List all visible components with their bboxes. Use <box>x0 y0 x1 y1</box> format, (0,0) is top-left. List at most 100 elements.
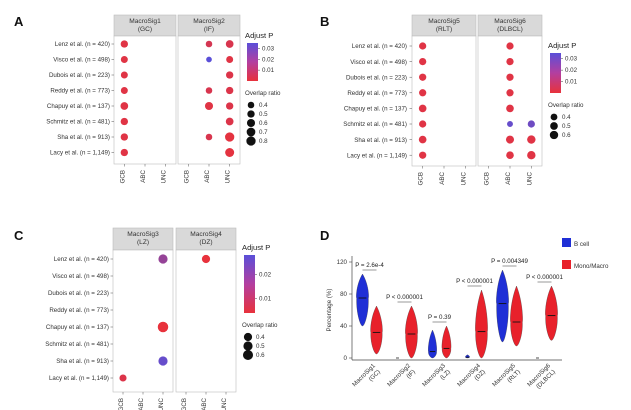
facet-title: MacroSig6 <box>494 18 526 25</box>
dataset-label: Lacy et al. (n = 1,149) <box>50 150 110 157</box>
group-label: GCB <box>119 170 126 183</box>
size-legend-title: Overlap ratio <box>242 322 278 329</box>
data-point <box>419 73 427 81</box>
dataset-label: Schmitz et al. (n = 481) <box>45 341 109 348</box>
data-point <box>158 356 168 366</box>
facet-title: MacroSig4 <box>190 231 222 238</box>
dataset-label: Chapuy et al. (n = 137) <box>344 106 407 113</box>
panel-letter: D <box>320 228 329 243</box>
p-value-label: P = 0.39 <box>428 314 452 321</box>
data-point <box>204 101 214 111</box>
size-legend-label: 0.8 <box>259 138 268 145</box>
facet-title: MacroSig3 <box>127 231 159 238</box>
violin-bcell <box>428 329 437 359</box>
data-point <box>158 254 168 264</box>
color-bar-tick-label: 0.03 <box>565 56 578 63</box>
category-sublabel: (IF) <box>405 368 417 380</box>
dataset-label: Visco et al. (n = 498) <box>350 59 407 66</box>
data-point <box>119 374 127 382</box>
data-point <box>225 147 235 158</box>
dataset-label: Lenz et al. (n = 420) <box>55 41 110 48</box>
size-legend-title: Overlap ratio <box>548 102 584 109</box>
panel-b: B Lenz et al. (n = 420) Visco et al. (n = … <box>320 14 584 185</box>
data-point <box>419 57 427 66</box>
y-tick-label: 120 <box>337 259 348 266</box>
data-point <box>225 102 234 110</box>
data-point <box>419 151 427 159</box>
group-label: GCB <box>484 172 491 185</box>
size-legend-title: Overlap ratio <box>245 90 281 97</box>
color-bar-tick-label: 0.02 <box>565 67 578 74</box>
panel-letter: A <box>14 14 24 29</box>
data-point <box>506 42 514 50</box>
facet-title: MacroSig5 <box>428 18 460 25</box>
legend-swatch <box>562 260 571 269</box>
facet-subtitle: (DLBCL) <box>497 26 523 33</box>
size-legend-label: 0.7 <box>259 129 268 136</box>
data-point <box>507 121 513 127</box>
data-point <box>225 71 234 79</box>
dataset-label: Lacy et al. (n = 1,149) <box>49 375 109 382</box>
y-axis-title: Percentage (%) <box>326 289 333 332</box>
dataset-label: Sha et al. (n = 913) <box>56 358 109 365</box>
data-point <box>157 321 169 333</box>
group-label: ABC <box>140 169 147 182</box>
data-point <box>506 151 514 160</box>
data-point <box>418 104 427 113</box>
size-legend-label: 0.5 <box>256 343 265 350</box>
size-legend-label: 0.4 <box>259 102 268 109</box>
p-value-label: P = 2.6e-4 <box>355 262 384 269</box>
data-point <box>527 151 536 160</box>
violin-mono-macro <box>475 289 488 359</box>
color-bar-tick-label: 0.02 <box>259 271 272 278</box>
data-point <box>419 42 427 50</box>
dataset-label: Schmitz et al. (n = 481) <box>343 121 407 128</box>
data-point <box>506 57 514 66</box>
dataset-label: Visco et al. (n = 498) <box>52 273 109 280</box>
data-point <box>120 71 128 79</box>
data-point <box>527 135 536 144</box>
legend-label: B cell <box>574 241 589 248</box>
group-label: GCB <box>181 398 188 410</box>
dataset-label: Lenz et al. (n = 420) <box>352 43 407 50</box>
data-point <box>120 148 129 157</box>
facet-subtitle: (GC) <box>138 26 152 33</box>
group-label: UNC <box>225 169 232 183</box>
data-point <box>120 56 128 63</box>
size-legend-dot <box>246 118 256 128</box>
panel-letter: B <box>320 14 329 29</box>
group-label: GCB <box>418 172 425 185</box>
y-tick-label: 40 <box>340 323 347 330</box>
dataset-label: Chapuy et al. (n = 137) <box>46 324 109 331</box>
size-legend-label: 0.6 <box>256 352 265 359</box>
dataset-label: Schmitz et al. (n = 481) <box>46 119 110 126</box>
size-legend-dot <box>242 349 254 361</box>
data-point <box>419 120 427 128</box>
facet-panel <box>177 35 241 165</box>
data-point <box>225 132 235 142</box>
data-point <box>225 117 234 126</box>
size-legend-dot <box>243 341 253 351</box>
dataset-label: Chapuy et al. (n = 137) <box>47 103 110 110</box>
dataset-label: Sha et al. (n = 913) <box>354 137 407 144</box>
panel-c: C Lenz et al. (n = 420) Visco et al. (n = … <box>14 227 278 410</box>
data-point <box>225 86 234 95</box>
size-legend-label: 0.5 <box>562 123 571 130</box>
facet-panel <box>477 35 543 167</box>
dataset-label: Lacy et al. (n = 1,149) <box>347 152 407 159</box>
data-point <box>506 73 514 81</box>
p-value-label: P < 0.000001 <box>526 274 563 281</box>
group-label: UNC <box>158 397 165 410</box>
violin-mono-macro <box>510 285 523 347</box>
size-legend-dot <box>549 130 559 140</box>
facet-title: MacroSig2 <box>193 18 225 25</box>
color-bar-tick-label: 0.01 <box>259 296 272 303</box>
data-point <box>505 135 515 144</box>
group-label: ABC <box>439 171 446 184</box>
facet-subtitle: (RLT) <box>436 26 452 33</box>
color-bar-tick-label: 0.02 <box>262 56 275 63</box>
data-point <box>120 102 129 110</box>
size-legend-dot <box>247 110 255 118</box>
color-legend-title: Adjust P <box>548 41 576 50</box>
